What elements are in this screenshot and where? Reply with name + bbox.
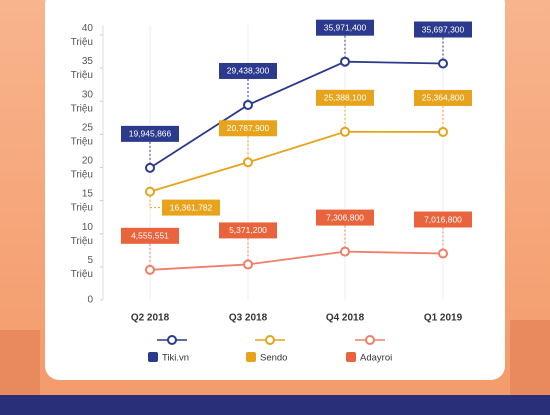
x-tick-label: Q3 2018 (229, 313, 268, 324)
data-label: 25,388,100 (324, 93, 367, 103)
building (0, 330, 40, 395)
legend-icon (148, 352, 158, 362)
legend-marker (167, 335, 177, 345)
y-tick-label: 40 Triệu (71, 23, 94, 48)
point (145, 264, 155, 275)
legend-label: Tiki.vn (162, 353, 189, 364)
legend-marker (265, 335, 275, 345)
y-tick-label: 20 Triệu (71, 155, 94, 180)
y-tick-label: 5 Triệu (71, 255, 94, 280)
data-label: 5,371,200 (229, 225, 267, 235)
data-label: 20,787,900 (227, 123, 270, 133)
legend-icon (246, 352, 256, 362)
data-label: 16,361,782 (170, 202, 213, 212)
point (438, 126, 448, 137)
data-label: 25,364,800 (422, 93, 465, 103)
label-box (219, 222, 277, 239)
y-tick-label: 30 Triệu (71, 89, 94, 114)
data-label: 35,697,300 (422, 24, 465, 34)
data-label: 7,016,800 (424, 214, 462, 224)
label-box (414, 21, 472, 38)
label-box (162, 199, 220, 216)
point (243, 157, 253, 168)
x-tick-label: Q2 2018 (131, 313, 170, 324)
series-line (149, 60, 444, 169)
x-tick-label: Q4 2018 (326, 313, 365, 324)
point (340, 126, 350, 137)
point (438, 248, 448, 259)
point (243, 259, 253, 270)
label-box (316, 209, 374, 226)
series-line (149, 130, 444, 193)
y-tick-label: 0 (87, 295, 93, 306)
point (340, 56, 350, 67)
data-label: 19,945,866 (129, 129, 172, 139)
data-label: 7,306,800 (326, 212, 364, 222)
data-label: 35,971,400 (324, 22, 367, 32)
legend-label: Sendo (260, 353, 287, 364)
legend-label: Adayroi (360, 353, 392, 364)
point (145, 162, 155, 173)
label-box (316, 19, 374, 36)
y-tick-label: 35 Triệu (71, 56, 94, 81)
y-tick-label: 15 Triệu (71, 188, 94, 213)
label-box (414, 211, 472, 228)
point (438, 58, 448, 69)
point (243, 99, 253, 110)
data-label: 29,438,300 (227, 66, 270, 76)
series-line (149, 250, 444, 271)
building (510, 320, 550, 395)
y-tick-label: 25 Triệu (71, 122, 94, 147)
point (145, 186, 155, 197)
point (340, 246, 350, 257)
label-box (121, 227, 179, 244)
label-box (219, 120, 277, 137)
label-box (121, 125, 179, 142)
label-box (316, 89, 374, 106)
footer-strip (0, 395, 550, 415)
label-box (414, 89, 472, 106)
card (45, 0, 505, 380)
legend-icon (346, 352, 356, 362)
y-tick-label: 10 Triệu (71, 221, 94, 246)
x-tick-label: Q1 2019 (424, 313, 463, 324)
data-label: 4,555,551 (131, 231, 169, 241)
legend-marker (365, 335, 375, 345)
label-box (219, 62, 277, 79)
